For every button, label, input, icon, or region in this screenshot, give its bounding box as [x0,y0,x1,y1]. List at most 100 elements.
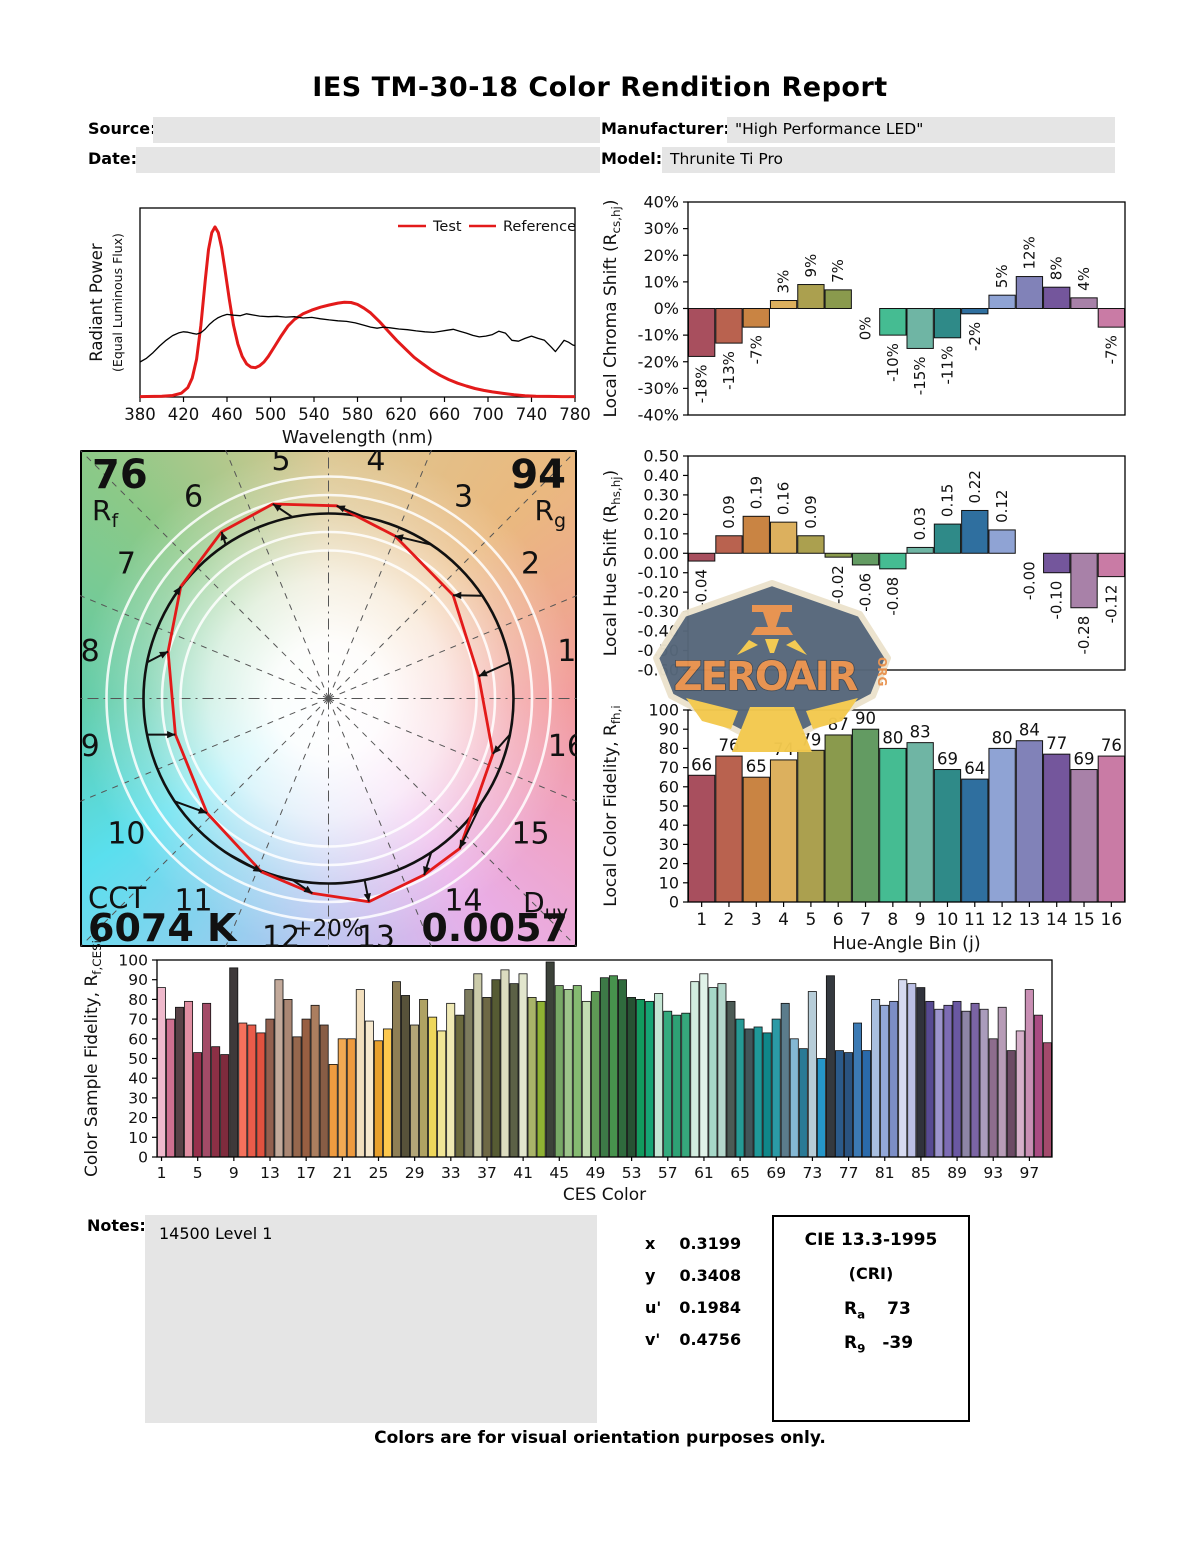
svg-text:10%: 10% [643,272,679,291]
svg-text:45: 45 [549,1164,569,1182]
svg-text:-0.28: -0.28 [1075,616,1093,655]
svg-text:40: 40 [128,1070,148,1088]
svg-text:80: 80 [992,728,1013,747]
svg-text:50: 50 [128,1050,148,1068]
svg-text:70: 70 [128,1011,148,1029]
svg-text:77: 77 [839,1164,859,1182]
svg-text:10: 10 [128,1129,148,1147]
svg-text:-30%: -30% [638,379,679,398]
svg-text:10: 10 [937,910,959,930]
svg-text:53: 53 [622,1164,642,1182]
svg-text:83: 83 [910,723,931,742]
svg-text:60: 60 [659,777,679,796]
svg-text:5%: 5% [993,264,1011,288]
svg-text:41: 41 [513,1164,533,1182]
model-field[interactable]: Thrunite Ti Pro [662,147,1115,173]
svg-text:460: 460 [211,405,243,424]
svg-text:64: 64 [964,759,985,778]
svg-text:20%: 20% [643,246,679,265]
svg-text:90: 90 [128,971,148,989]
source-field[interactable] [153,117,600,143]
svg-text:5: 5 [805,910,816,930]
svg-text:500: 500 [255,405,287,424]
zeroair-watermark-logo: ZEROAIR ORG [653,580,891,752]
svg-text:30%: 30% [643,219,679,238]
svg-text:540: 540 [298,405,330,424]
svg-text:Radiant Power: Radiant Power [87,243,106,362]
svg-text:29: 29 [405,1164,425,1182]
date-field[interactable] [136,147,600,173]
svg-text:97: 97 [1020,1164,1040,1182]
svg-text:0.22: 0.22 [966,470,984,503]
svg-text:89: 89 [947,1164,967,1182]
svg-text:ZEROAIR: ZEROAIR [674,654,858,700]
svg-text:660: 660 [429,405,461,424]
svg-text:-18%: -18% [693,364,711,403]
svg-text:-10%: -10% [884,343,902,382]
manufacturer-field[interactable]: "High Performance LED" [727,117,1115,143]
svg-text:16: 16 [1101,910,1123,930]
svg-text:50: 50 [659,797,679,816]
svg-text:84: 84 [1019,721,1040,740]
cie-title: CIE 13.3-1995 [804,1230,938,1250]
svg-text:Test: Test [432,219,462,235]
svg-text:4%: 4% [1075,267,1093,291]
v-prime-value: 0.4756 [679,1330,742,1349]
notes-field[interactable]: 14500 Level 1 [145,1215,597,1423]
svg-text:69: 69 [1074,750,1095,769]
svg-text:13: 13 [260,1164,280,1182]
svg-text:0: 0 [669,893,679,912]
local-chroma-shift-chart: 40% 30% 20% 10% 0% -10% -20% -30% -40% -18% -13% -7… [601,193,1126,425]
svg-text:740: 740 [516,405,548,424]
svg-text:Wavelength (nm): Wavelength (nm) [282,428,433,448]
svg-text:0.20: 0.20 [643,505,679,524]
svg-text:4: 4 [778,910,789,930]
ra-row: Ra 73 [844,1299,911,1322]
svg-text:7%: 7% [829,259,847,283]
page-title: IES TM-30-18 Color Rendition Report [312,72,888,103]
svg-text:6: 6 [833,910,844,930]
svg-text:-2%: -2% [966,322,984,351]
svg-text:580: 580 [342,405,374,424]
footer-disclaimer: Colors are for visual orientation purpos… [374,1428,826,1448]
svg-text:-10%: -10% [638,326,679,345]
svg-text:85: 85 [911,1164,931,1182]
svg-text:-0.12: -0.12 [1102,585,1120,624]
v-prime-label: v' [645,1330,661,1349]
cie-subtitle: (CRI) [848,1264,894,1283]
svg-text:37: 37 [477,1164,497,1182]
u-prime-value: 0.1984 [679,1298,742,1317]
svg-text:8%: 8% [1048,256,1066,280]
notes-value: 14500 Level 1 [159,1224,273,1243]
svg-text:7: 7 [860,910,871,930]
svg-text:0: 0 [138,1149,148,1167]
svg-text:-15%: -15% [911,356,929,395]
color-vector-graphic-background [80,450,577,947]
svg-text:0.09: 0.09 [720,495,738,528]
svg-text:65: 65 [730,1164,750,1182]
x-value: 0.3199 [679,1234,742,1253]
svg-text:93: 93 [983,1164,1003,1182]
svg-text:620: 620 [385,405,417,424]
svg-text:0.10: 0.10 [643,524,679,543]
svg-text:12%: 12% [1020,236,1038,269]
svg-text:-0.10: -0.10 [1048,581,1066,620]
svg-text:Local Chroma Shift (Rcs,hj): Local Chroma Shift (Rcs,hj) [601,200,623,418]
model-label: Model: [601,149,663,168]
svg-text:Reference: Reference [503,219,576,235]
svg-text:Hue-Angle Bin (j): Hue-Angle Bin (j) [832,934,980,954]
source-value [153,117,600,120]
svg-text:76: 76 [1101,736,1122,755]
svg-text:0%: 0% [654,299,679,318]
svg-text:61: 61 [694,1164,714,1182]
svg-text:30: 30 [659,835,679,854]
svg-text:780: 780 [559,405,591,424]
svg-text:10: 10 [659,873,679,892]
svg-text:65: 65 [746,757,767,776]
svg-text:ORG: ORG [875,657,889,686]
svg-text:1: 1 [157,1164,167,1182]
svg-text:15: 15 [1073,910,1095,930]
manufacturer-label: Manufacturer: [601,119,730,138]
svg-text:0.03: 0.03 [911,507,929,540]
